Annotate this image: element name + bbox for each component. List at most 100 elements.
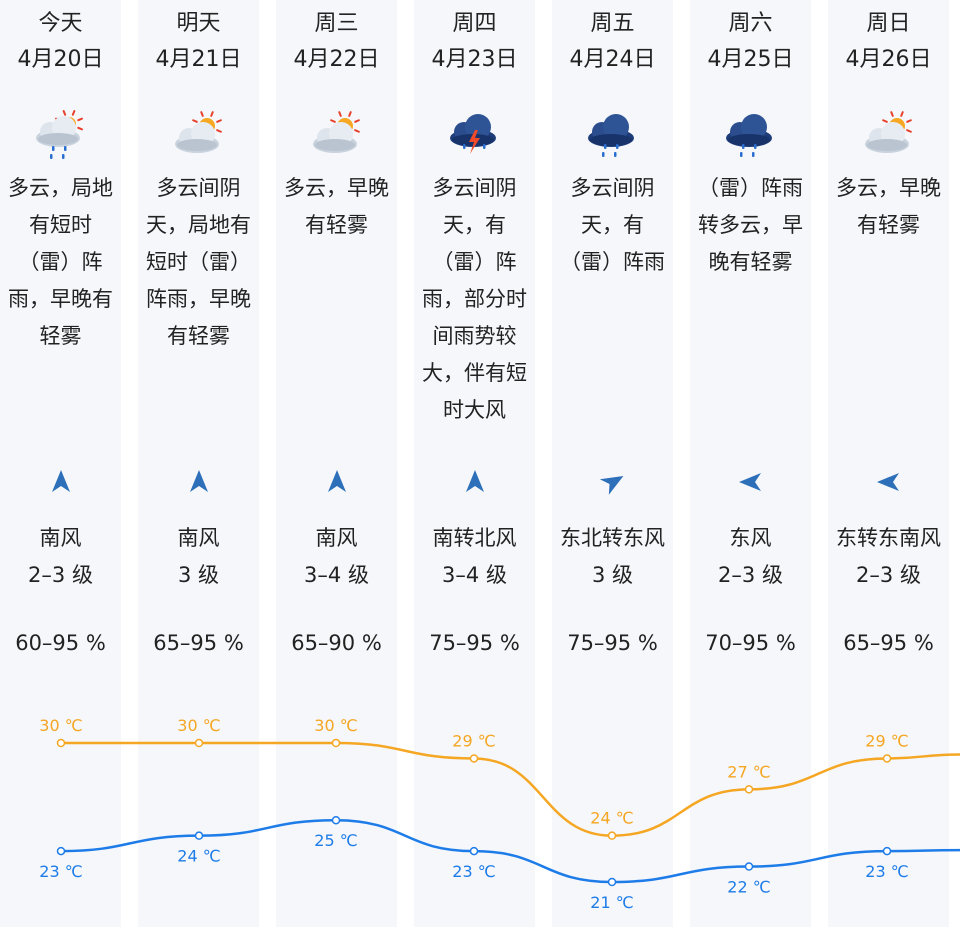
date-label: 4月21日 — [155, 47, 242, 72]
description-line: 天，有 — [443, 213, 506, 237]
rain-cloud-icon — [725, 114, 772, 157]
thunderstorm-icon — [414, 108, 535, 164]
wind-level-label: 3–4 级 — [304, 563, 369, 587]
day-label: 周日 — [866, 11, 911, 36]
description-line: 多云间阴 — [570, 176, 655, 200]
date-label: 4月26日 — [845, 47, 932, 72]
partly-cloudy-icon — [864, 111, 912, 153]
humidity-label: 65–95 % — [843, 631, 934, 655]
date-label: 4月20日 — [17, 47, 104, 72]
partly-cloudy-icon — [312, 111, 360, 153]
date-label: 4月24日 — [569, 47, 656, 72]
description-line: 阵雨，早晚 — [146, 287, 251, 311]
humidity-label: 75–95 % — [567, 631, 658, 655]
wind-direction-label: 东风 — [729, 526, 772, 550]
rain-cloud-icon — [552, 108, 673, 164]
description-line: （雷）阵 — [18, 250, 103, 274]
thunderstorm-icon — [449, 114, 496, 154]
description-line: 多云间阴 — [156, 176, 241, 200]
date-label: 4月23日 — [431, 47, 518, 72]
description-line: （雷）阵雨 — [698, 176, 803, 200]
wind-direction-icon — [552, 464, 673, 500]
day-label: 周三 — [314, 11, 359, 36]
wind-level-label: 3–4 级 — [442, 563, 507, 587]
description-line: 短时（雷） — [146, 250, 251, 274]
day-label: 周五 — [590, 11, 635, 36]
description-line: 多云间阴 — [432, 176, 517, 200]
description-line: 大，伴有短 — [422, 361, 527, 385]
partly-cloudy-icon — [138, 108, 259, 164]
partly-cloudy-rain-icon — [0, 108, 121, 164]
description-line: 雨，早晚有 — [8, 287, 113, 311]
description-line: 有轻雾 — [167, 324, 230, 348]
day-label: 周四 — [452, 11, 497, 36]
description-line: 有轻雾 — [857, 213, 920, 237]
wind-direction-label: 南风 — [315, 526, 358, 550]
description-line: 天，局地有 — [146, 213, 251, 237]
description-line: 时大风 — [443, 398, 506, 422]
wind-direction-icon — [0, 464, 121, 500]
wind-direction-icon — [138, 464, 259, 500]
description-line: 轻雾 — [39, 324, 82, 348]
partly-cloudy-icon — [276, 108, 397, 164]
wind-arrow-icon — [876, 473, 899, 491]
wind-direction-icon — [828, 464, 949, 500]
humidity-label: 70–95 % — [705, 631, 796, 655]
day-column: 周日 4月26日 多云，早晚有轻雾 东转东南风 2–3 级 65–95 % — [828, 0, 949, 927]
partly-cloudy-icon — [174, 111, 222, 153]
humidity-label: 75–95 % — [429, 631, 520, 655]
weather-description: 多云，早晚有轻雾 — [276, 170, 397, 244]
day-column: 周三 4月22日 多云，早晚 有轻雾 南风 3–4 级 65–90 % — [276, 0, 397, 927]
wind-direction-icon — [414, 464, 535, 500]
wind-direction-icon — [276, 464, 397, 500]
date-label: 4月25日 — [707, 47, 794, 72]
day-label: 今天 — [38, 11, 83, 36]
wind-level-label: 2–3 级 — [718, 563, 783, 587]
description-line: 多云，早晚 — [284, 176, 389, 200]
weather-description: （雷）阵雨转多云，早晚有轻雾 — [678, 170, 823, 281]
wind-arrow-icon — [51, 470, 70, 492]
wind-arrow-icon — [599, 476, 623, 495]
partly-cloudy-icon — [828, 108, 949, 164]
wind-arrow-icon — [189, 470, 208, 492]
description-line: （雷）阵 — [432, 250, 517, 274]
description-line: 晚有轻雾 — [708, 250, 793, 274]
partly-cloudy-rain-icon — [35, 110, 83, 159]
description-line: 转多云，早 — [698, 213, 803, 237]
wind-direction-label: 南风 — [39, 526, 82, 550]
description-line: 有轻雾 — [305, 213, 368, 237]
wind-arrow-icon — [465, 470, 484, 492]
wind-arrow-icon — [327, 470, 346, 492]
wind-direction-icon — [690, 464, 811, 500]
weather-description: 多云，早晚有轻雾 — [828, 170, 949, 244]
description-line: 多云，局地 — [8, 176, 113, 200]
wind-level-label: 3 级 — [177, 563, 220, 587]
weather-description: 多云间阴天，有 （雷）阵雨 — [552, 170, 673, 281]
description-line: 有短时 — [29, 213, 92, 237]
wind-direction-label: 南风 — [177, 526, 220, 550]
description-line: 天，有 — [581, 213, 644, 237]
description-line: 间雨势较 — [432, 324, 517, 348]
description-line: 雨，部分时 — [422, 287, 527, 311]
day-column: 周六 4月25日 （雷）阵雨转多云，早晚有轻雾 东风 2–3 级 70–95 % — [690, 0, 811, 927]
description-line: 多云，早晚 — [836, 176, 941, 200]
weather-description: 多云间阴天，局地有短时（雷） 阵雨，早晚有轻雾 — [126, 170, 271, 355]
day-column: 周四 4月23日 多云间阴天，有 （雷）阵雨，部分时间雨势较大，伴有短时大风 南转北… — [414, 0, 535, 927]
wind-arrow-icon — [738, 473, 761, 491]
wind-direction-label: 南转北风 — [432, 526, 517, 550]
day-label: 明天 — [176, 11, 221, 36]
rain-cloud-icon — [690, 108, 811, 164]
weather-description: 多云，局地有短时 （雷）阵雨，早晚有轻雾 — [0, 170, 133, 355]
wind-direction-label: 东北转东风 — [560, 526, 665, 550]
wind-direction-label: 东转东南风 — [836, 526, 941, 550]
day-column: 明天 4月21日 多云间阴天，局地有短时（雷） 阵雨，早晚有轻雾 南风 3 级 65–9… — [138, 0, 259, 927]
day-column: 周五 4月24日 多云间阴 天，有 （雷）阵雨 东北转东风 3 级 75–95 % — [552, 0, 673, 927]
wind-level-label: 2–3 级 — [28, 563, 93, 587]
weather-description: 多云间阴天，有 （雷）阵雨，部分时间雨势较大，伴有短时大风 — [402, 170, 547, 429]
wind-level-label: 2–3 级 — [856, 563, 921, 587]
humidity-label: 65–95 % — [153, 631, 244, 655]
day-column: 今天 4月20日 多云，局地 有短时 （雷）阵 雨，早晚有 轻雾 南风 2–3 级 60–95… — [0, 0, 121, 927]
description-line: （雷）阵雨 — [560, 250, 665, 274]
rain-cloud-icon — [587, 114, 634, 157]
day-label: 周六 — [728, 11, 773, 36]
